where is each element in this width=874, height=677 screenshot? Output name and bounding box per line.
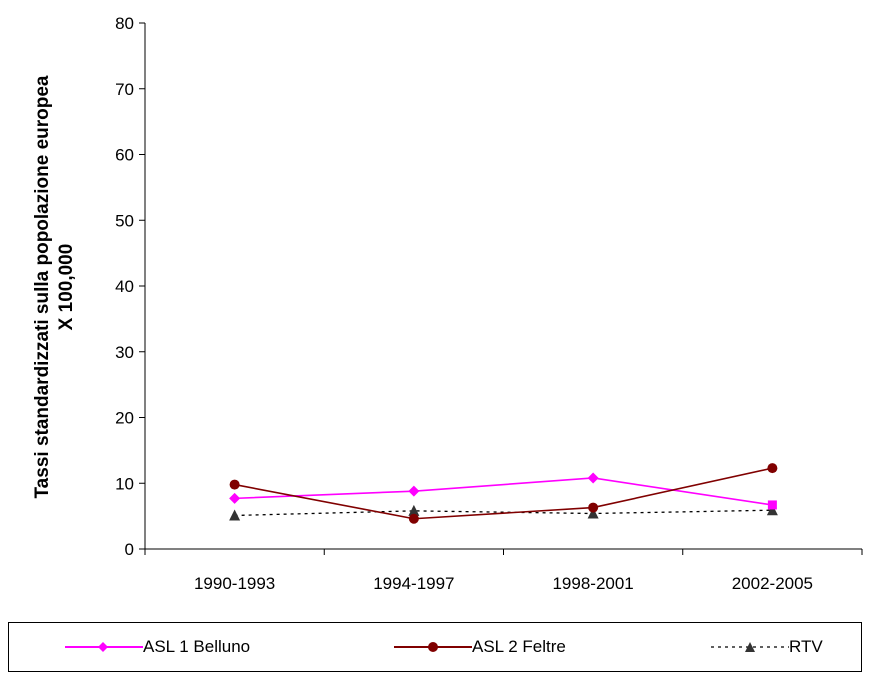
series-line-rtv [234,509,773,517]
y-tick-label: 20 [115,409,134,428]
data-point-rtv [229,509,241,521]
data-point-asl-2-feltre [229,479,240,490]
x-tick-label: 2002-2005 [732,574,813,593]
data-point-asl-2-feltre [588,502,599,513]
y-tick-label: 70 [115,80,134,99]
legend-label-asl1-belluno: ASL 1 Belluno [143,637,251,656]
legend-item-asl1-belluno: ASL 1 Belluno [65,623,250,671]
data-point-asl-2-feltre [767,463,778,474]
data-point-asl-1-belluno [587,472,599,484]
y-axis-title-line2: X 100,000 [56,244,77,331]
x-tick-label: 1998-2001 [552,574,633,593]
data-point-rtv [587,507,599,519]
y-tick-label: 0 [125,540,134,559]
y-tick-label: 60 [115,146,134,165]
legend-item-asl2-feltre: ASL 2 Feltre [394,623,566,671]
y-tick-label: 50 [115,211,134,230]
y-tick-label: 30 [115,343,134,362]
data-point-asl-1-belluno [767,500,777,510]
data-point-asl-1-belluno [408,485,420,497]
data-point-rtv [408,504,420,516]
y-tick-label: 40 [115,277,134,296]
series-line-asl-1-belluno [234,477,773,506]
legend-label-asl2-feltre: ASL 2 Feltre [472,637,566,656]
data-point-asl-1-belluno [229,492,241,504]
axes: 0 10 20 30 40 50 60 70 80 1990-1993 1994-1997 1998-… [115,14,863,593]
y-tick-label: 10 [115,474,134,493]
series-line-asl-2-feltre [234,467,773,520]
legend-swatch-asl1-belluno [65,642,143,652]
y-axis-title-line1: Tassi standardizzati sulla popolazione e… [32,75,53,498]
x-tick-label: 1990-1993 [194,574,275,593]
legend-swatch-asl2-feltre [394,642,472,652]
series-layer [229,463,778,524]
y-tick-label: 80 [115,14,134,33]
legend: ASL 1 Belluno ASL 2 Feltre RTV [8,622,862,672]
legend-item-rtv: RTV [711,623,823,671]
legend-label-rtv: RTV [789,637,823,656]
data-point-rtv [766,504,778,516]
data-point-asl-2-feltre [408,513,419,524]
x-tick-label: 1994-1997 [373,574,454,593]
line-chart: Tassi standardizzati sulla popolazione e… [32,14,863,593]
legend-swatch-rtv [711,642,789,652]
